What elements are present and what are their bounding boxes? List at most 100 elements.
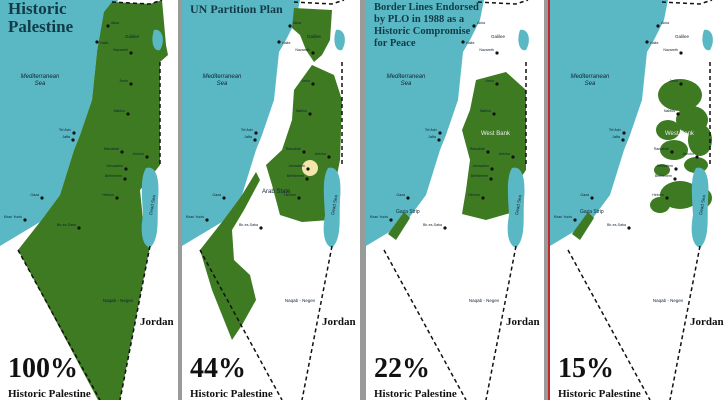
city-label: Akka bbox=[477, 21, 485, 25]
city-dot bbox=[253, 138, 257, 142]
percent-label: 44% bbox=[190, 353, 246, 384]
city-dot bbox=[23, 218, 27, 222]
city-label: Haifa bbox=[650, 41, 658, 45]
dead-sea-label: Dead Sea bbox=[330, 194, 338, 215]
city-dot bbox=[656, 24, 660, 28]
city-label: Hebron bbox=[102, 193, 114, 197]
city-label: Ramallah bbox=[654, 147, 669, 151]
city-dot bbox=[622, 131, 626, 135]
city-label: Haifa bbox=[100, 41, 108, 45]
region-label-west-bank: West Bank bbox=[665, 131, 695, 137]
city-dot bbox=[511, 155, 515, 159]
sea-label: Mediterranean bbox=[387, 74, 426, 80]
sea-of-galilee bbox=[334, 29, 345, 51]
city-dot bbox=[77, 226, 81, 230]
mediterranean-sea bbox=[0, 0, 118, 246]
city-dot bbox=[590, 196, 594, 200]
city-dot bbox=[492, 112, 496, 116]
sea-label: Sea bbox=[35, 81, 46, 87]
city-label: Jericho bbox=[498, 152, 510, 156]
city-label: Jaffa bbox=[612, 135, 620, 139]
mediterranean-sea bbox=[182, 0, 300, 246]
dead-sea-label: Dead Sea bbox=[698, 194, 706, 215]
city-dot bbox=[676, 112, 680, 116]
dead-sea bbox=[323, 167, 341, 248]
border-line bbox=[477, 0, 529, 5]
city-dot bbox=[461, 40, 465, 44]
city-label: Gaza bbox=[396, 193, 405, 197]
city-label: Gaza bbox=[580, 193, 589, 197]
city-label: Nablus bbox=[114, 109, 125, 113]
city-label: Tel Aviv bbox=[59, 128, 71, 132]
city-dot bbox=[305, 177, 309, 181]
city-label: Gaza bbox=[30, 193, 39, 197]
sea-label: Sea bbox=[217, 81, 228, 87]
panel-title: Historic Palestine bbox=[8, 0, 74, 36]
city-dot bbox=[129, 51, 133, 55]
city-label: Hebron bbox=[284, 193, 296, 197]
map-panel-4: Akka Haifa Nazareth Jenin Nablus Tel Aviv Jaff… bbox=[550, 0, 728, 400]
city-label: Gaza bbox=[212, 193, 221, 197]
city-dot bbox=[126, 112, 130, 116]
city-dot bbox=[695, 155, 699, 159]
region-label-gaza-strip: Gaza Strip bbox=[396, 209, 420, 215]
city-label: Bethlehem bbox=[655, 174, 672, 178]
city-label: Hebron bbox=[468, 193, 480, 197]
city-dot bbox=[389, 218, 393, 222]
percent-label: 100% bbox=[8, 353, 78, 384]
border-line bbox=[119, 245, 151, 400]
sea-of-galilee bbox=[702, 29, 713, 51]
city-label: Nazareth bbox=[113, 48, 128, 52]
city-label: Bir-es-Saba bbox=[607, 223, 626, 227]
city-dot bbox=[145, 155, 149, 159]
dead-sea bbox=[691, 167, 709, 248]
city-dot bbox=[645, 40, 649, 44]
percent-label: 22% bbox=[374, 353, 430, 384]
sea-label: Mediterranean bbox=[203, 74, 242, 80]
city-dot bbox=[674, 167, 678, 171]
city-label: Akka bbox=[111, 21, 119, 25]
city-label: Akka bbox=[661, 21, 669, 25]
dead-sea-label: Dead Sea bbox=[148, 194, 156, 215]
city-label: Ramallah bbox=[286, 147, 301, 151]
city-label: Akka bbox=[293, 21, 301, 25]
city-dot bbox=[277, 40, 281, 44]
city-label: Jenin bbox=[301, 79, 310, 83]
jordan-label: Jordan bbox=[506, 316, 540, 328]
jerusalem-international-zone bbox=[302, 160, 318, 176]
city-dot bbox=[254, 131, 258, 135]
city-label: Bir-es-Saba bbox=[423, 223, 442, 227]
city-label: Khan Yunis bbox=[370, 215, 388, 219]
city-dot bbox=[129, 82, 133, 86]
city-dot bbox=[306, 167, 310, 171]
percent-caption: Historic Palestine bbox=[8, 388, 91, 400]
city-dot bbox=[124, 167, 128, 171]
city-label: Jenin bbox=[669, 79, 678, 83]
city-label: Nablus bbox=[664, 109, 675, 113]
border-line bbox=[669, 245, 701, 400]
city-label: Tel Aviv bbox=[609, 128, 621, 132]
city-label: Jenin bbox=[119, 79, 128, 83]
city-dot bbox=[222, 196, 226, 200]
region-label-gaza-strip: Gaza Strip bbox=[580, 209, 604, 215]
region-label-negev: Naqab - Negev bbox=[653, 298, 684, 303]
border-line bbox=[199, 249, 283, 400]
city-dot bbox=[71, 138, 75, 142]
sea-label: Mediterranean bbox=[21, 74, 60, 80]
city-dot bbox=[308, 112, 312, 116]
city-dot bbox=[573, 218, 577, 222]
city-label: Bethlehem bbox=[471, 174, 488, 178]
city-dot bbox=[40, 196, 44, 200]
percent-caption: Historic Palestine bbox=[374, 388, 457, 400]
dead-sea-label: Dead Sea bbox=[514, 194, 522, 215]
city-label: Nablus bbox=[296, 109, 307, 113]
city-label: Haifa bbox=[282, 41, 290, 45]
dead-sea bbox=[507, 167, 525, 248]
city-label: Bir-es-Saba bbox=[239, 223, 258, 227]
border-line bbox=[301, 245, 333, 400]
city-label: Jaffa bbox=[428, 135, 436, 139]
city-dot bbox=[106, 24, 110, 28]
city-dot bbox=[437, 138, 441, 142]
percent-caption: Historic Palestine bbox=[190, 388, 273, 400]
